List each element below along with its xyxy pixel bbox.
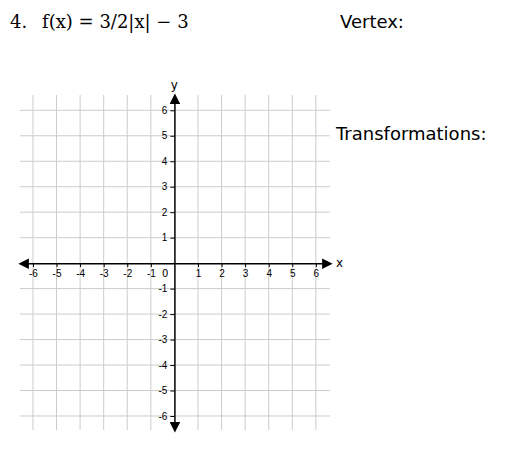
- tick: 5: [162, 130, 175, 141]
- grid-line: [292, 95, 293, 430]
- tick: 1: [162, 232, 175, 243]
- tick-mark: [170, 416, 174, 417]
- tick-mark: [33, 263, 34, 267]
- tick-mark: [170, 365, 174, 366]
- origin-label: 0: [162, 268, 168, 279]
- tick-label: 5: [290, 268, 296, 279]
- tick: -3: [100, 263, 109, 279]
- tick-mark: [57, 263, 58, 267]
- tick: -6: [159, 411, 175, 422]
- tick: 5: [290, 263, 296, 279]
- tick-label: -1: [147, 268, 156, 279]
- tick-mark: [170, 340, 174, 341]
- tick-label: -3: [100, 268, 109, 279]
- tick: 6: [162, 105, 175, 116]
- vertex-label: Vertex:: [340, 11, 404, 32]
- tick-label: 1: [196, 268, 202, 279]
- tick-mark: [170, 212, 174, 213]
- chart: -6 -5 -4 -3 -2 -1 1 2 3 4 5 6 -6 -5 -4 -3 -2 -1 1 2 3 4 5 6 x y 4.…: [0, 0, 525, 449]
- tick: 3: [243, 263, 249, 279]
- tick-mark: [170, 314, 174, 315]
- tick-label: 2: [162, 207, 168, 218]
- tick-mark: [127, 263, 128, 267]
- tick: 1: [196, 263, 202, 279]
- grid-line: [197, 95, 198, 430]
- tick: -6: [29, 263, 38, 279]
- tick-mark: [151, 263, 152, 267]
- tick: 2: [219, 263, 225, 279]
- tick-label: -5: [53, 268, 62, 279]
- tick-mark: [170, 238, 174, 239]
- tick: -2: [123, 263, 132, 279]
- tick-mark: [198, 263, 199, 267]
- grid-line: [315, 95, 316, 430]
- tick: 6: [314, 263, 320, 279]
- tick: -2: [159, 309, 175, 320]
- tick-label: 4: [266, 268, 272, 279]
- tick-label: 5: [162, 130, 168, 141]
- tick-mark: [170, 161, 174, 162]
- tick: 4: [266, 263, 272, 279]
- tick-label: -4: [76, 268, 85, 279]
- tick: -3: [159, 334, 175, 345]
- tick-mark: [170, 187, 174, 188]
- tick: -5: [159, 385, 175, 396]
- tick-mark: [104, 263, 105, 267]
- tick-label: 6: [162, 105, 168, 116]
- y-axis: -6 -5 -4 -3 -2 -1 1 2 3 4 5 6: [159, 96, 175, 431]
- tick-mark: [316, 263, 317, 267]
- tick: -4: [159, 360, 175, 371]
- problem-number: 4.: [10, 11, 27, 32]
- tick-mark: [292, 263, 293, 267]
- plot-area: [20, 95, 330, 430]
- tick-label: -6: [29, 268, 38, 279]
- tick-label: -3: [159, 334, 168, 345]
- tick-mark: [80, 263, 81, 267]
- transformations-label: Transformations:: [335, 123, 487, 144]
- grid-line: [103, 95, 104, 430]
- y-axis-label: y: [171, 78, 178, 92]
- tick: 4: [162, 156, 175, 167]
- tick: 3: [162, 181, 175, 192]
- grid-line: [245, 95, 246, 430]
- tick-mark: [170, 289, 174, 290]
- tick-label: 3: [243, 268, 249, 279]
- tick-label: -5: [159, 385, 168, 396]
- tick-mark: [245, 263, 246, 267]
- tick-label: 2: [219, 268, 225, 279]
- tick-label: -4: [159, 360, 168, 371]
- tick: -1: [147, 263, 156, 279]
- grid-line: [221, 95, 222, 430]
- tick-label: -2: [123, 268, 132, 279]
- tick: 2: [162, 207, 175, 218]
- tick-label: 1: [162, 232, 168, 243]
- grid-line: [32, 95, 33, 430]
- tick-mark: [170, 136, 174, 137]
- grid-line: [80, 95, 81, 430]
- tick-mark: [170, 110, 174, 111]
- tick-mark: [222, 263, 223, 267]
- tick-label: 3: [162, 181, 168, 192]
- formula: f(x) = 3/2|x| − 3: [42, 11, 189, 33]
- tick-label: -2: [159, 309, 168, 320]
- tick: -1: [159, 283, 175, 294]
- grid-line: [56, 95, 57, 430]
- tick-label: 6: [314, 268, 320, 279]
- tick-label: -1: [159, 283, 168, 294]
- grid-line: [127, 95, 128, 430]
- x-axis-label: x: [336, 256, 343, 270]
- tick-mark: [269, 263, 270, 267]
- tick-mark: [170, 391, 174, 392]
- tick-label: -6: [159, 411, 168, 422]
- tick: -4: [76, 263, 85, 279]
- grid-line: [268, 95, 269, 430]
- grid-line: [150, 95, 151, 430]
- tick: -5: [53, 263, 62, 279]
- tick-label: 4: [162, 156, 168, 167]
- axis-line: [174, 96, 176, 431]
